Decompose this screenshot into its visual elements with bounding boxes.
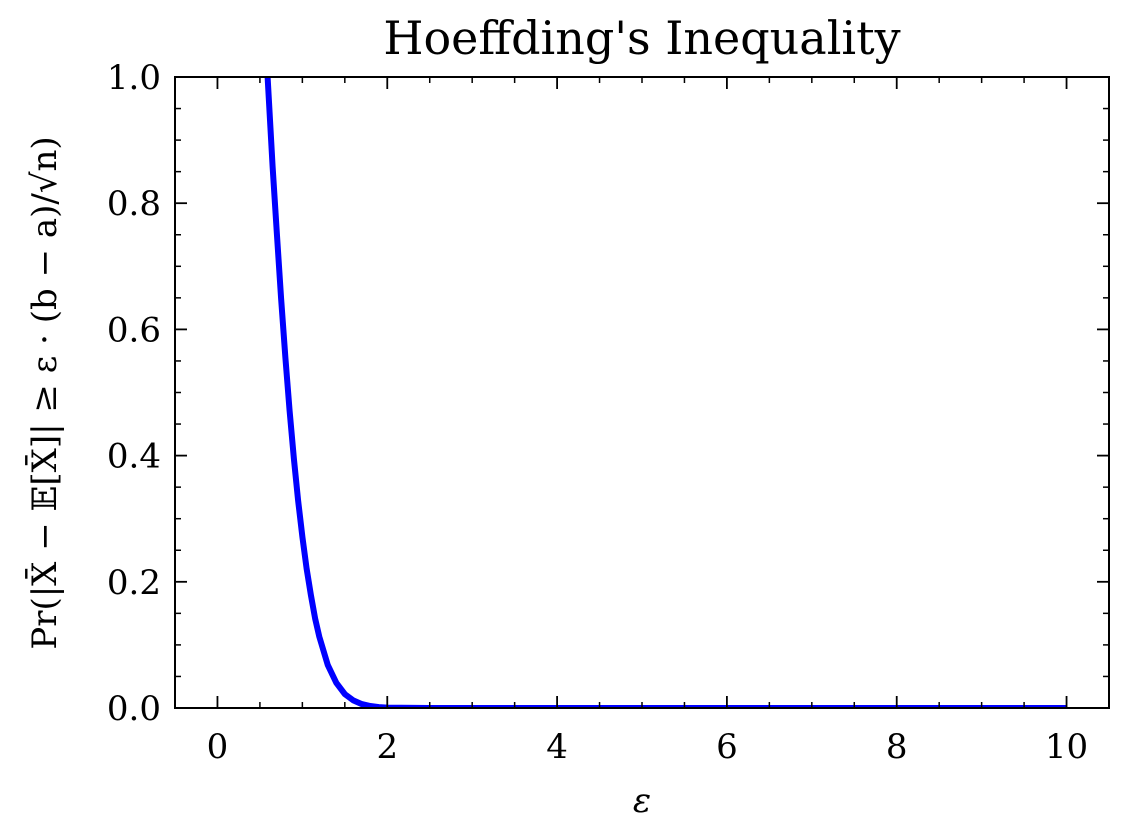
y-tick-label: 0.4 bbox=[107, 437, 161, 477]
plot-frame bbox=[174, 76, 1110, 709]
y-axis-label: Pr(|X̄ − 𝔼[X̄]| ≥ ε · (b − a)/√n) bbox=[24, 136, 65, 649]
y-tick-label: 0.6 bbox=[107, 310, 161, 350]
x-tick-label: 6 bbox=[716, 727, 738, 767]
plot-area: 0 2 4 6 8 10 0.0 0.2 0.4 0.6 0.8 1.0 bbox=[107, 58, 1110, 767]
y-tick-label: 0.2 bbox=[107, 563, 161, 603]
x-axis-label: ε bbox=[633, 781, 651, 821]
x-tick-label: 10 bbox=[1045, 727, 1088, 767]
x-tick-label: 8 bbox=[886, 727, 908, 767]
chart-title: Hoeffding's Inequality bbox=[383, 11, 900, 65]
x-tick-label: 4 bbox=[546, 727, 568, 767]
y-tick-label: 0.8 bbox=[107, 184, 161, 224]
x-tick-label: 2 bbox=[376, 727, 398, 767]
y-tick-label: 0.0 bbox=[107, 689, 161, 729]
y-tick-label: 1.0 bbox=[107, 58, 161, 98]
x-tick-label: 0 bbox=[207, 727, 229, 767]
series-line-0 bbox=[264, 77, 1067, 708]
